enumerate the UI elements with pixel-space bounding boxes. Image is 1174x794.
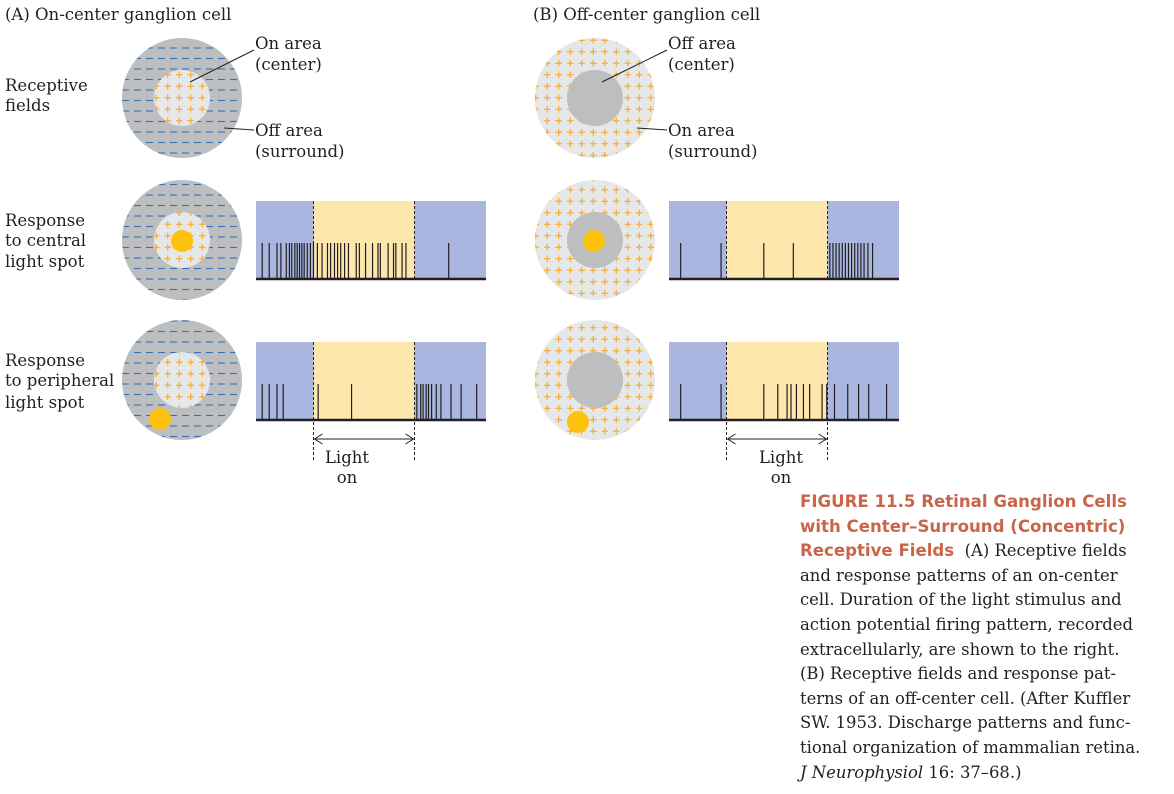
- panel-b-title: (B) Off-center ganglion cell: [533, 5, 760, 24]
- light-on-period: [313, 201, 415, 278]
- light-spot: [567, 411, 589, 433]
- pre-stimulus-period: [669, 201, 727, 278]
- light-spot: [171, 230, 193, 252]
- post-stimulus-period: [414, 201, 486, 278]
- light-on-period: [726, 201, 828, 278]
- on-center-field-1: [122, 38, 242, 158]
- row-label-line: to peripheral: [5, 371, 114, 390]
- callout-leader: [223, 127, 255, 131]
- light-on-period: [726, 342, 828, 419]
- row-label-line: Receptive: [5, 76, 88, 95]
- row-label-line: fields: [5, 96, 50, 115]
- response-trace-b-peripheral: [669, 342, 899, 422]
- figure-caption: FIGURE 11.5 Retinal Ganglion Cells with …: [800, 490, 1172, 785]
- off-center-field-3: [535, 320, 655, 440]
- pre-stimulus-period: [256, 201, 314, 278]
- callout-line: On area: [668, 121, 735, 140]
- pre-stimulus-period: [256, 342, 314, 419]
- callout-leader: [636, 127, 668, 131]
- light-label-line: on: [337, 468, 358, 487]
- light-on-period: [313, 342, 415, 419]
- response-trace-a-central: [256, 201, 486, 281]
- callout-line: On area: [255, 34, 322, 53]
- caption-title-line: with Center–Surround (Concentric): [800, 516, 1126, 536]
- callout-leader: [601, 49, 668, 83]
- callout-leader: [189, 49, 255, 83]
- callout-line: (surround): [255, 142, 345, 161]
- callout-line: (center): [668, 55, 735, 74]
- light-label-line: Light: [325, 448, 369, 467]
- light-on-marker-a: Light on: [313, 422, 416, 487]
- light-label-line: on: [771, 468, 792, 487]
- caption-body-line: cell. Duration of the light stimulus and: [800, 590, 1122, 610]
- on-center-field-3: [122, 320, 242, 440]
- row-label-line: light spot: [5, 252, 85, 271]
- row-label-central-spot: Response to central light spot: [5, 211, 86, 271]
- row-label-line: light spot: [5, 393, 85, 412]
- caption-journal: J Neurophysiol: [800, 762, 924, 782]
- caption-title-line: Receptive Fields: [800, 541, 955, 561]
- off-center-field-1: [535, 38, 655, 158]
- post-stimulus-period: [827, 342, 899, 419]
- callout-a-surround: Off area (surround): [255, 121, 345, 161]
- off-center-field-2: [535, 180, 655, 300]
- callout-line: (center): [255, 55, 322, 74]
- row-label-line: Response: [5, 211, 85, 230]
- light-spot: [149, 408, 171, 430]
- row-label-receptive-fields: Receptive fields: [5, 76, 88, 115]
- center-disk: [567, 70, 623, 126]
- caption-citation: 16: 37–68.): [923, 762, 1022, 782]
- plus-sign-pattern: [154, 352, 210, 408]
- post-stimulus-period: [827, 201, 899, 278]
- row-label-line: Response: [5, 351, 85, 370]
- row-label-line: to central: [5, 231, 86, 250]
- callout-b-surround: On area (surround): [668, 121, 758, 161]
- callout-b-center: Off area (center): [668, 34, 736, 74]
- arrowhead-right: [818, 433, 828, 445]
- plus-sign-pattern: [154, 70, 210, 126]
- light-on-marker-b: Light on: [726, 422, 829, 487]
- arrowhead-left: [726, 433, 736, 445]
- post-stimulus-period: [414, 342, 486, 419]
- caption-body-line: and response patterns of an on-center: [800, 565, 1118, 585]
- center-disk: [567, 352, 623, 408]
- caption-body-line: extracellularly, are shown to the right.: [800, 639, 1120, 659]
- on-center-field-2: [122, 180, 242, 300]
- callout-line: Off area: [668, 34, 736, 53]
- response-trace-a-peripheral: [256, 342, 486, 422]
- caption-title-line: FIGURE 11.5 Retinal Ganglion Cells: [800, 492, 1127, 511]
- light-spot: [583, 230, 605, 252]
- arrowhead-left: [313, 433, 323, 445]
- pre-stimulus-period: [669, 342, 727, 419]
- caption-body-line: (A) Receptive fields: [964, 541, 1127, 561]
- caption-body-line: tional organization of mammalian retina.: [800, 737, 1141, 757]
- callout-line: (surround): [668, 142, 758, 161]
- panel-a-title: (A) On-center ganglion cell: [5, 5, 231, 24]
- callout-a-center: On area (center): [255, 34, 322, 74]
- caption-body-line: (B) Receptive fields and response pat-: [800, 664, 1117, 684]
- caption-body-line: terns of an off-center cell. (After Kuff…: [800, 688, 1131, 708]
- row-label-peripheral-spot: Response to peripheral light spot: [5, 351, 114, 412]
- callout-line: Off area: [255, 121, 323, 140]
- response-trace-b-central: [669, 201, 899, 281]
- caption-body-line: action potential firing pattern, recorde…: [800, 614, 1133, 634]
- arrowhead-right: [405, 433, 415, 445]
- light-label-line: Light: [759, 448, 803, 467]
- caption-body-line: SW. 1953. Discharge patterns and func-: [800, 713, 1131, 733]
